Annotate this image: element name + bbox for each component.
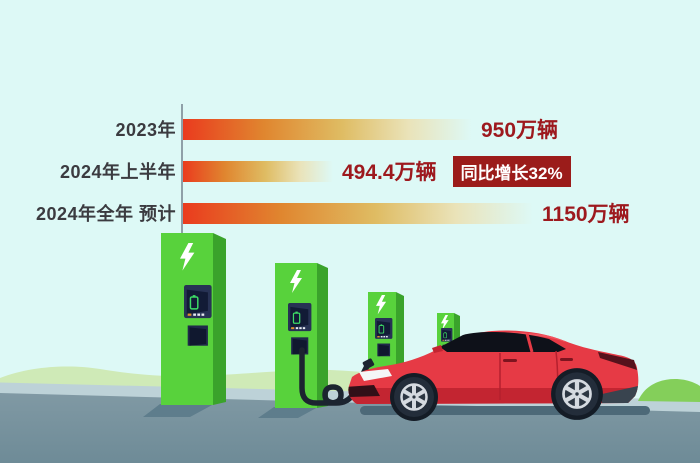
chart-row: 2023年 950万辆: [0, 108, 700, 150]
charging-cable: [299, 347, 370, 406]
station-screen: [374, 317, 393, 357]
ev-charging-illustration: [0, 233, 700, 463]
value-bar: [183, 160, 333, 182]
category-label: 2024年上半年: [59, 162, 176, 182]
chart-row: 2024年上半年 494.4万辆 同比增长32%: [0, 150, 700, 192]
charging-station-2: [275, 263, 328, 408]
window-pillar: [525, 333, 534, 353]
value-label: 950万辆: [481, 119, 559, 142]
front-intake: [348, 385, 380, 397]
value-bar: [183, 202, 533, 224]
category-label: 2024年全年 预计: [35, 204, 176, 224]
charging-connector: [362, 358, 375, 370]
station-screen: [183, 284, 213, 347]
station-shadow: [258, 407, 318, 418]
charging-station-1: [161, 233, 226, 405]
value-bar: [183, 118, 472, 140]
taillight: [598, 352, 637, 370]
station-screen: [287, 302, 313, 356]
rear-wheel: [549, 366, 605, 422]
green-mound: [638, 379, 700, 402]
headlight: [359, 369, 392, 381]
category-label: 2023年: [115, 120, 176, 140]
door-handle: [560, 358, 573, 361]
door-handle: [503, 359, 517, 362]
chart-rows: 2023年 950万辆 2024年上半年 494.4万辆 同比增长32% 2024年全年 …: [0, 108, 700, 234]
growth-badge: 同比增长32%: [452, 155, 571, 187]
electric-car: [348, 330, 650, 423]
value-label: 494.4万辆: [342, 161, 437, 184]
car-windows: [440, 332, 566, 352]
rear-bumper: [602, 386, 638, 404]
value-label: 1150万辆: [542, 203, 630, 226]
front-wheel: [388, 371, 440, 423]
bar-chart: 2023年 950万辆 2024年上半年 494.4万辆 同比增长32% 2024年全年 …: [0, 104, 700, 234]
station-shadow: [143, 404, 214, 417]
chart-row: 2024年全年 预计 1150万辆: [0, 192, 700, 234]
side-mirror: [432, 345, 443, 353]
axis-line: [181, 104, 183, 234]
